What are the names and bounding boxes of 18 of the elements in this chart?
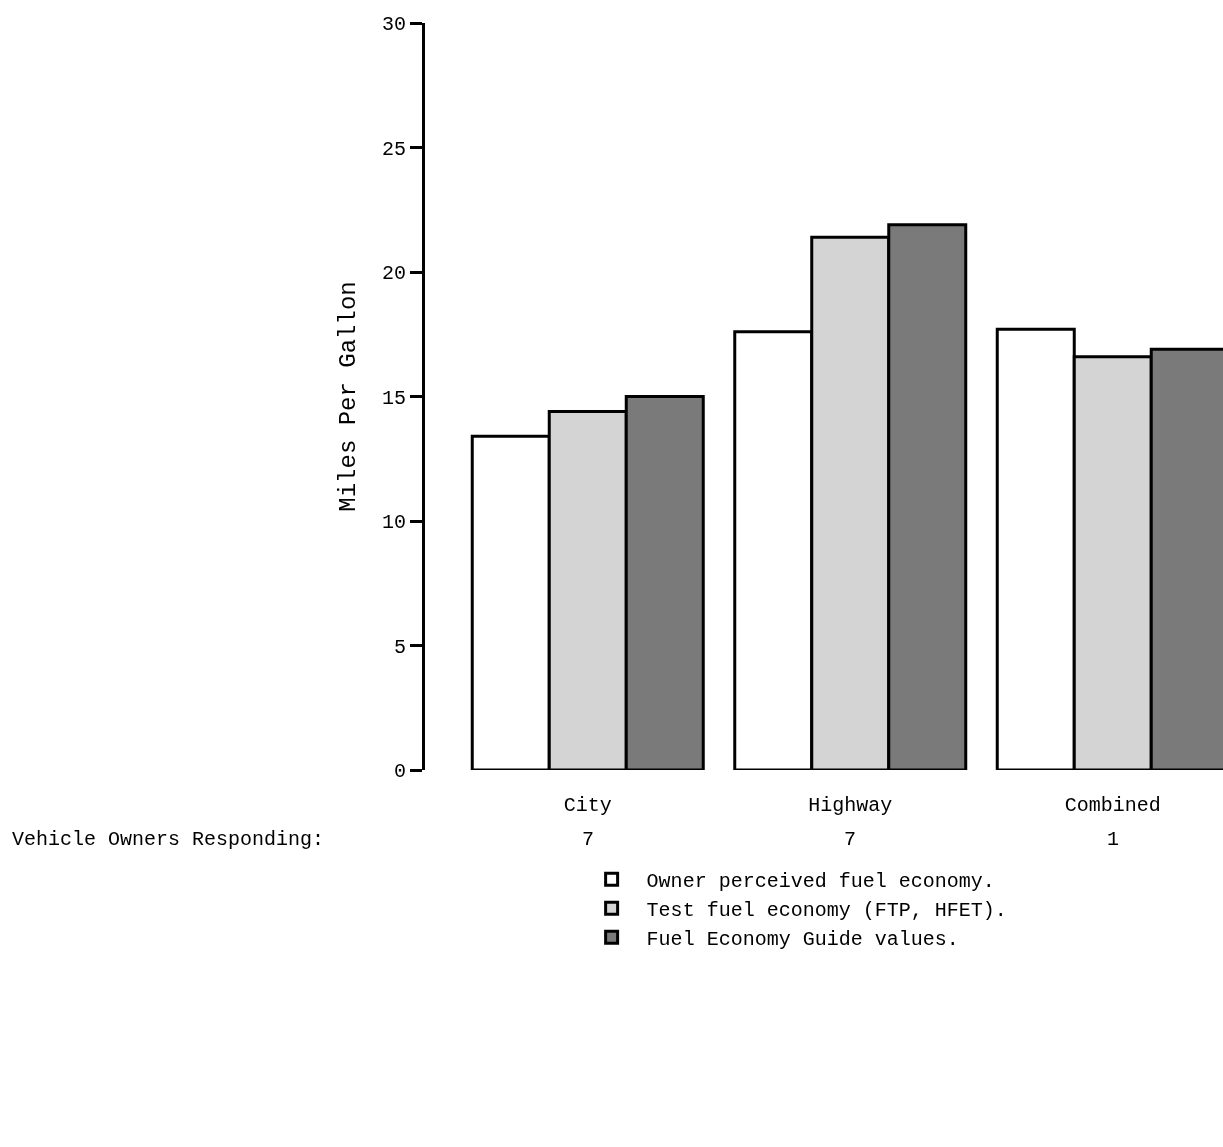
y-tick-label: 20 [381, 262, 406, 285]
y-axis-title: Miles Per Gallon [335, 281, 363, 512]
y-tick-label: 5 [393, 635, 406, 659]
text: 7 [844, 828, 857, 851]
text: 7 [582, 828, 595, 851]
y-tick-label: 30 [381, 13, 406, 36]
legend-label: Test fuel economy (FTP, HFET). [646, 898, 1007, 922]
text: Vehicle Owners Responding: [12, 828, 325, 851]
legend-label: Owner perceived fuel economy. [646, 869, 995, 893]
y-tick-label: 10 [381, 511, 406, 534]
y-tick-label: 15 [381, 386, 406, 410]
y-tick-label: 0 [393, 760, 406, 783]
text: 1 [1107, 828, 1120, 851]
x-tick-label: City [563, 794, 612, 817]
x-tick-label: Combined [1064, 794, 1161, 817]
x-tick-label: Highway [808, 794, 893, 817]
y-tick-label: 25 [381, 137, 406, 161]
legend-label: Fuel Economy Guide values. [646, 927, 959, 951]
